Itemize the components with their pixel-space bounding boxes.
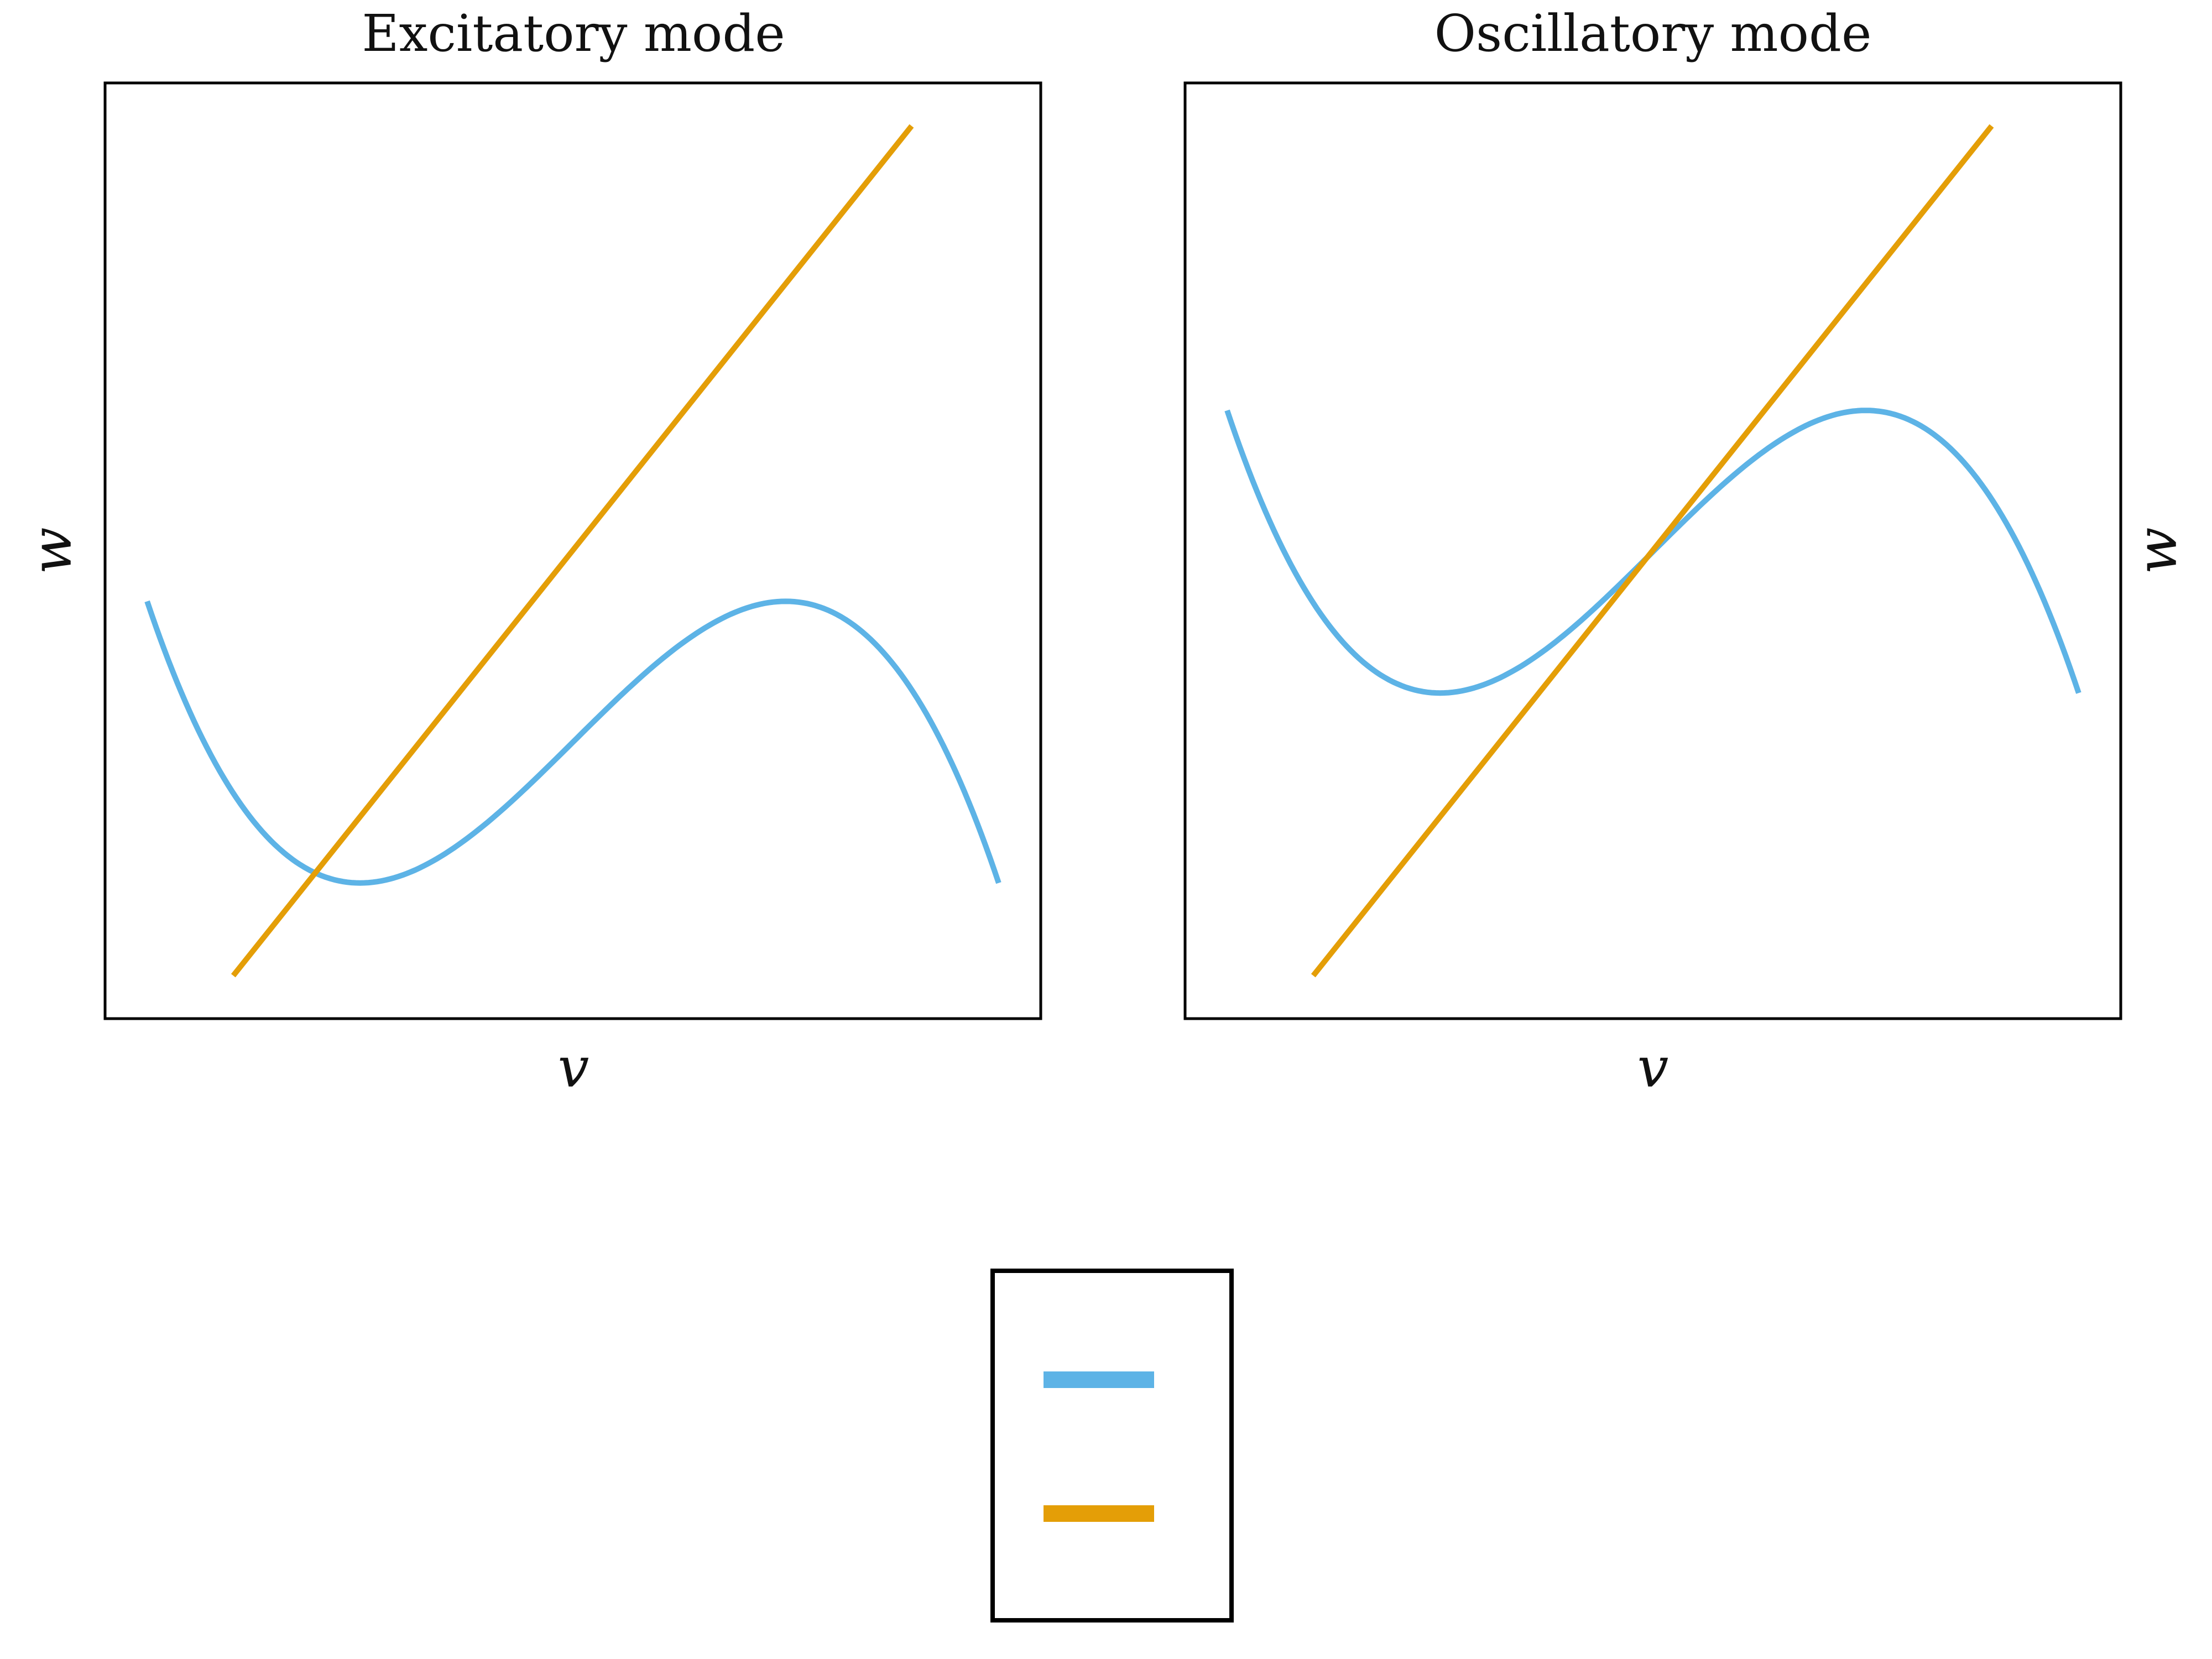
panel-oscillatory: Oscillatory mode v w — [1183, 4, 2189, 1100]
panel-title: Oscillatory mode — [1434, 4, 1872, 63]
panel-excitatory: Excitatory mode v w — [19, 4, 1042, 1100]
w-nullcline-line — [1311, 124, 1994, 978]
w-nullcline-line — [231, 124, 914, 978]
x-axis-label: v — [1637, 1035, 1669, 1100]
v-nullcline-curve — [144, 598, 1001, 886]
plot-frame — [103, 81, 1042, 1020]
series-group — [144, 124, 1001, 978]
legend-swatch-w-nullcline — [1044, 1505, 1154, 1522]
legend-box — [990, 1269, 1234, 1623]
y-axis-label: w — [2125, 527, 2189, 575]
x-axis-label: v — [558, 1035, 589, 1100]
panel-title: Excitatory mode — [362, 4, 785, 63]
legend — [990, 1269, 1234, 1623]
series-group — [1224, 124, 2081, 978]
y-axis-label: w — [19, 527, 84, 575]
plot-frame — [1183, 81, 2122, 1020]
legend-swatch-v-nullcline — [1044, 1371, 1154, 1388]
